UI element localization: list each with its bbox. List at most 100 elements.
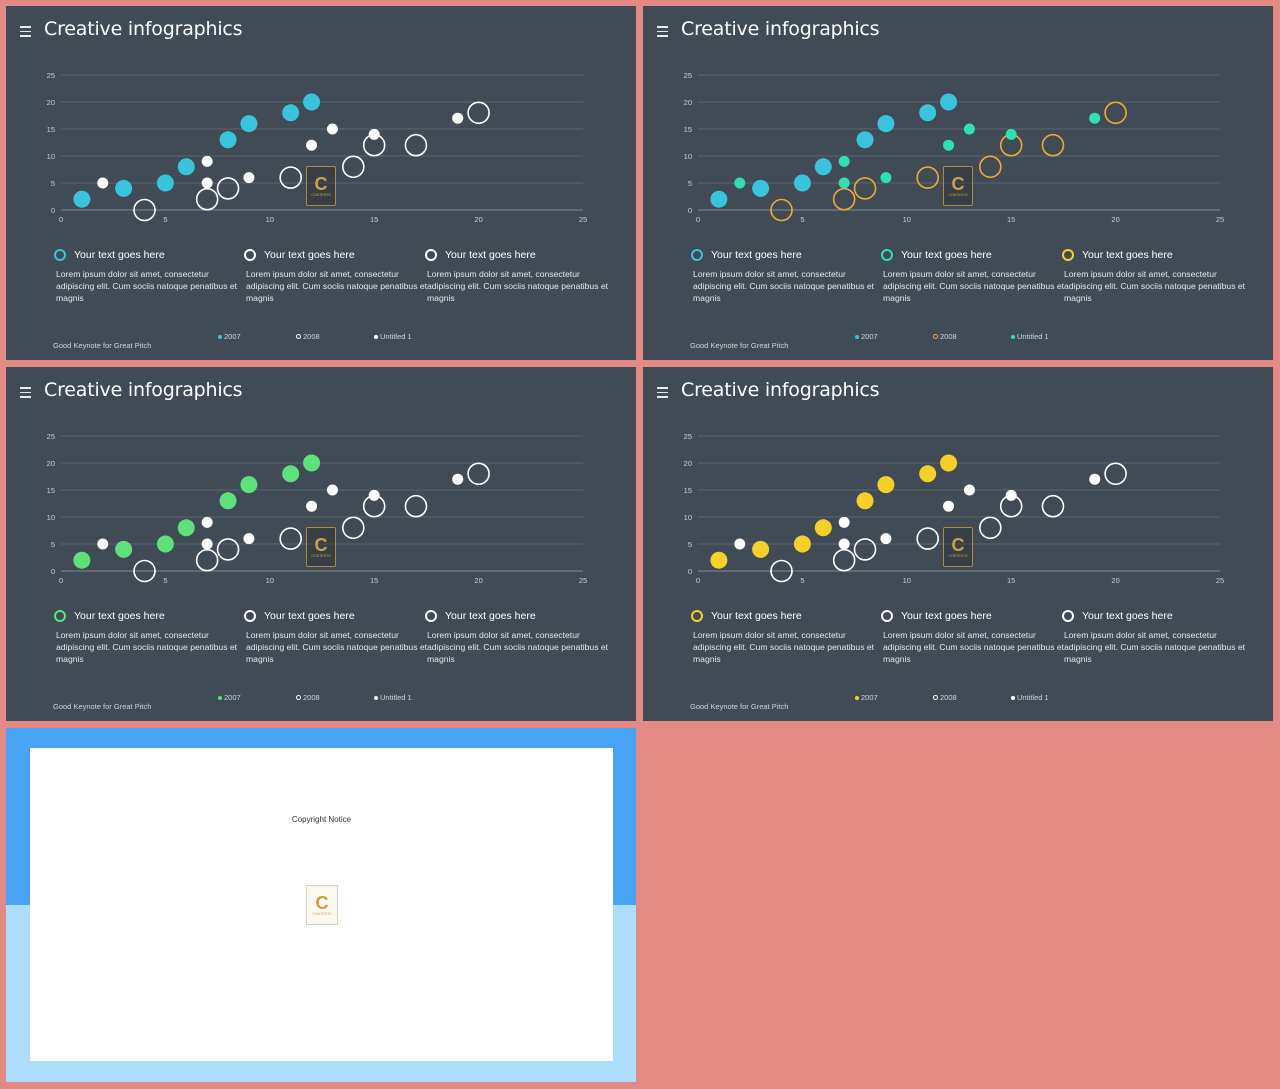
point-series-2007 (814, 519, 832, 537)
logo-wordmark: CONTENTS (312, 912, 332, 916)
point-series-untitled-1 (452, 473, 464, 485)
series-key-item: 2008 (933, 332, 957, 341)
menu-icon[interactable] (657, 26, 668, 37)
menu-icon[interactable] (20, 387, 31, 398)
x-tick-label: 5 (800, 215, 804, 224)
series-key-dot-icon (1011, 695, 1015, 700)
point-series-2008 (467, 462, 490, 486)
series-key-ring-icon (296, 695, 301, 700)
slide-title: Creative infographics (681, 18, 880, 40)
series-key-item: 2008 (933, 693, 957, 702)
legend-block: Your text goes here Lorem ipsum dolor sit… (425, 249, 610, 304)
point-series-2007 (919, 104, 937, 122)
y-tick-label: 5 (688, 179, 692, 188)
point-series-2007 (940, 454, 958, 472)
point-series-untitled-1 (1005, 128, 1017, 140)
slide-title: Creative infographics (44, 18, 243, 40)
legend-title: Your text goes here (264, 610, 355, 622)
x-tick-label: 25 (579, 215, 587, 224)
y-tick-label: 15 (684, 125, 692, 134)
menu-icon[interactable] (657, 387, 668, 398)
point-series-2007 (73, 190, 91, 208)
legend-block: Your text goes here Lorem ipsum dolor sit… (425, 610, 610, 665)
contents-logo: C CONTENTS (306, 885, 338, 925)
legend-body: Lorem ipsum dolor sit amet, consectetur … (427, 630, 609, 664)
series-key-item: Untitled 1 (1011, 693, 1049, 702)
point-series-2008 (404, 494, 428, 518)
point-series-2007 (240, 476, 258, 494)
slide-footer: Good Keynote for Great Pitch (53, 702, 152, 711)
point-series-2008 (1041, 494, 1065, 518)
point-series-2008 (832, 187, 856, 211)
point-series-untitled-1 (326, 484, 338, 496)
point-series-untitled-1 (243, 533, 255, 545)
y-tick-label: 0 (688, 206, 692, 215)
logo-wordmark: CONTENTS (311, 193, 331, 197)
point-series-untitled-1 (452, 112, 464, 124)
point-series-2007 (752, 540, 770, 558)
legend-block: Your text goes here Lorem ipsum dolor sit… (1062, 610, 1247, 665)
series-key-dot-icon (218, 334, 222, 339)
legend-header: Your text goes here (244, 249, 429, 261)
logo-wordmark: CONTENTS (311, 554, 331, 558)
scatter-chart: 0 5 10 15 20 25 0 5 10 15 20 25 (47, 71, 588, 224)
legend-body: Lorem ipsum dolor sit amet, consectetur … (693, 269, 875, 303)
series-key-label: 2007 (224, 332, 241, 341)
point-series-untitled-1 (306, 500, 318, 512)
y-tick-label: 25 (47, 432, 55, 441)
slide-2: Creative infographics 0 5 10 15 20 25 0 5 10 15 20 2… (643, 6, 1273, 360)
y-tick-label: 5 (51, 179, 55, 188)
legend-header: Your text goes here (881, 249, 1066, 261)
legend-title: Your text goes here (711, 610, 802, 622)
contents-watermark: C CONTENTS (943, 166, 973, 206)
logo-wordmark: CONTENTS (948, 193, 968, 197)
point-series-2008 (1104, 462, 1127, 486)
series-key-label: Untitled 1 (380, 332, 412, 341)
point-series-untitled-1 (963, 123, 975, 135)
series-key-dot-icon (1011, 334, 1015, 339)
scatter-chart: 0 5 10 15 20 25 0 5 10 15 20 25 (684, 432, 1225, 585)
x-tick-label: 0 (696, 215, 700, 224)
menu-icon[interactable] (20, 26, 31, 37)
series-key-label: 2007 (224, 693, 241, 702)
x-tick-label: 5 (163, 215, 167, 224)
legend-ring-icon (425, 249, 437, 261)
legend-block: Your text goes here Lorem ipsum dolor sit… (881, 610, 1066, 665)
point-series-2008 (832, 548, 856, 572)
legend-title: Your text goes here (264, 249, 355, 261)
series-key-dot-icon (855, 695, 859, 700)
legend-body: Lorem ipsum dolor sit amet, consectetur … (56, 630, 238, 664)
x-tick-label: 25 (579, 576, 587, 585)
point-series-2007 (856, 492, 874, 510)
x-tick-label: 15 (370, 215, 378, 224)
point-series-2008 (342, 155, 365, 179)
point-series-2008 (853, 538, 877, 561)
point-series-2008 (279, 527, 302, 550)
legend-block: Your text goes here Lorem ipsum dolor sit… (54, 610, 239, 665)
y-tick-label: 20 (47, 98, 55, 107)
legend-header: Your text goes here (244, 610, 429, 622)
legend-title: Your text goes here (1082, 610, 1173, 622)
legend-body: Lorem ipsum dolor sit amet, consectetur … (246, 630, 428, 664)
x-tick-label: 5 (800, 576, 804, 585)
legend-block: Your text goes here Lorem ipsum dolor sit… (244, 249, 429, 304)
x-tick-label: 25 (1216, 215, 1224, 224)
series-key-ring-icon (296, 334, 301, 339)
y-tick-label: 15 (47, 486, 55, 495)
point-series-2008 (133, 559, 156, 583)
legend-header: Your text goes here (881, 610, 1066, 622)
point-series-2008 (404, 133, 428, 157)
series-key-item: 2007 (855, 332, 878, 341)
logo-letter-c: C (314, 535, 328, 555)
legend-body: Lorem ipsum dolor sit amet, consectetur … (883, 630, 1065, 664)
legend-ring-icon (244, 610, 256, 622)
x-tick-label: 20 (474, 215, 482, 224)
slide-4: Creative infographics 0 5 10 15 20 25 0 5 10 15 20 2… (643, 367, 1273, 721)
y-tick-label: 5 (51, 540, 55, 549)
x-tick-label: 15 (370, 576, 378, 585)
y-tick-label: 10 (684, 152, 692, 161)
legend-header: Your text goes here (54, 249, 239, 261)
contents-watermark: C CONTENTS (943, 527, 973, 567)
y-tick-label: 15 (684, 486, 692, 495)
point-series-untitled-1 (880, 533, 892, 545)
